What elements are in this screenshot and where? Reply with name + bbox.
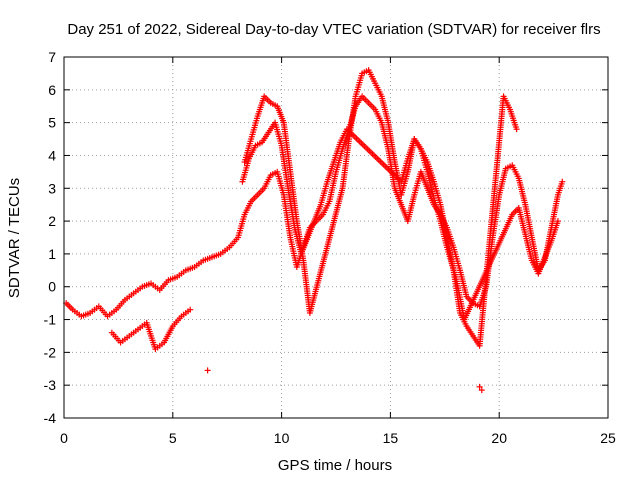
y-tick-label: -3 bbox=[44, 377, 57, 393]
y-tick-label: -1 bbox=[44, 312, 57, 328]
y-tick-label: -4 bbox=[44, 410, 57, 426]
data-point bbox=[204, 367, 211, 374]
data-point bbox=[554, 218, 561, 225]
y-tick-label: 0 bbox=[48, 279, 56, 295]
data-points bbox=[63, 67, 566, 394]
x-tick-label: 5 bbox=[169, 430, 177, 446]
x-tick-label: 0 bbox=[60, 430, 68, 446]
y-tick-label: 3 bbox=[48, 180, 56, 196]
y-tick-label: 6 bbox=[48, 82, 56, 98]
data-point bbox=[513, 126, 520, 133]
x-tick-label: 25 bbox=[600, 430, 616, 446]
x-tick-label: 20 bbox=[491, 430, 507, 446]
y-tick-label: 1 bbox=[48, 246, 56, 262]
y-tick-label: 7 bbox=[48, 49, 56, 65]
x-tick-label: 15 bbox=[383, 430, 399, 446]
data-point bbox=[478, 387, 485, 394]
data-point bbox=[187, 306, 194, 313]
y-tick-label: 2 bbox=[48, 213, 56, 229]
y-tick-label: 5 bbox=[48, 115, 56, 131]
plot-frame bbox=[63, 56, 609, 419]
y-axis-label: SDTVAR / TECUs bbox=[6, 178, 23, 298]
data-point bbox=[559, 178, 566, 185]
x-tick-label: 10 bbox=[274, 430, 290, 446]
chart-title: Day 251 of 2022, Sidereal Day-to-day VTE… bbox=[67, 21, 600, 38]
y-tick-label: -2 bbox=[44, 344, 57, 360]
y-tick-label: 4 bbox=[48, 147, 56, 163]
axis-ticks: 0 5 10 15 20 25 -4 -3 -2 -1 0 1 2 3 4 5 6 7 bbox=[44, 49, 616, 446]
data-point bbox=[476, 383, 483, 390]
x-axis-label: GPS time / hours bbox=[278, 457, 392, 474]
